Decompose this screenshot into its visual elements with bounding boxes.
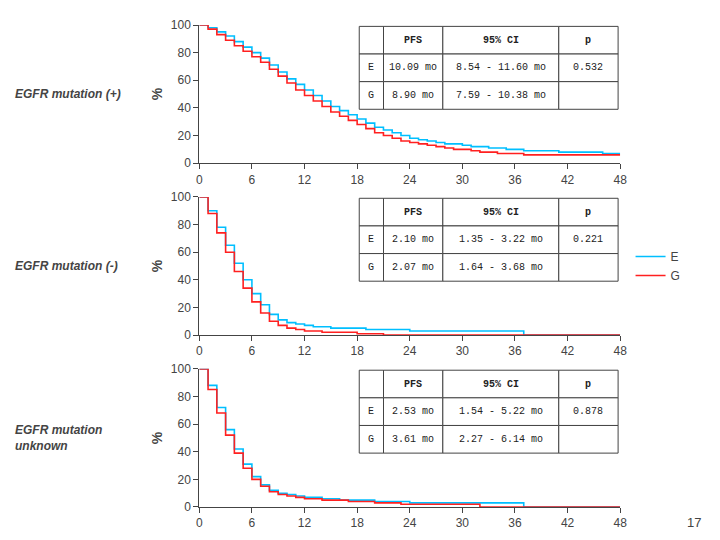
svg-text:95% CI: 95% CI: [483, 379, 519, 390]
svg-text:48: 48: [614, 173, 628, 187]
svg-text:20: 20: [178, 129, 192, 143]
svg-text:3.61 mo: 3.61 mo: [392, 434, 434, 445]
svg-text:12: 12: [298, 344, 312, 358]
svg-text:36: 36: [508, 344, 522, 358]
svg-text:17: 17: [687, 515, 701, 530]
svg-text:18: 18: [350, 173, 364, 187]
svg-text:EGFR mutation (+): EGFR mutation (+): [15, 87, 121, 101]
svg-text:G: G: [368, 262, 374, 273]
svg-text:60: 60: [178, 73, 192, 87]
svg-text:E: E: [368, 406, 374, 417]
svg-text:100: 100: [171, 190, 191, 204]
svg-text:30: 30: [456, 344, 470, 358]
svg-text:1.54 - 5.22 mo: 1.54 - 5.22 mo: [459, 406, 543, 417]
svg-text:0.532: 0.532: [573, 62, 603, 73]
svg-text:E: E: [368, 234, 374, 245]
svg-text:36: 36: [508, 173, 522, 187]
svg-text:6: 6: [249, 173, 256, 187]
svg-text:40: 40: [178, 273, 192, 287]
svg-text:30: 30: [456, 173, 470, 187]
svg-text:E: E: [671, 250, 679, 264]
svg-text:PFS: PFS: [404, 207, 422, 218]
svg-text:0.878: 0.878: [573, 406, 603, 417]
svg-text:42: 42: [561, 173, 575, 187]
svg-text:G: G: [368, 90, 374, 101]
svg-text:42: 42: [561, 344, 575, 358]
svg-text:1.35 - 3.22 mo: 1.35 - 3.22 mo: [459, 234, 543, 245]
svg-text:80: 80: [178, 218, 192, 232]
svg-text:0: 0: [184, 328, 191, 342]
svg-text:60: 60: [178, 245, 192, 259]
svg-text:%: %: [149, 87, 165, 100]
svg-text:8.54 - 11.60 mo: 8.54 - 11.60 mo: [456, 62, 546, 73]
svg-text:8.90 mo: 8.90 mo: [392, 90, 434, 101]
svg-text:80: 80: [178, 390, 192, 404]
svg-text:G: G: [368, 434, 374, 445]
svg-text:0: 0: [196, 173, 203, 187]
svg-text:0: 0: [196, 344, 203, 358]
svg-text:60: 60: [178, 417, 192, 431]
svg-text:G: G: [671, 269, 680, 283]
svg-text:12: 12: [298, 173, 312, 187]
svg-text:p: p: [585, 207, 591, 218]
svg-text:2.07 mo: 2.07 mo: [392, 262, 434, 273]
svg-text:p: p: [585, 35, 591, 46]
svg-text:2.27 - 6.14 mo: 2.27 - 6.14 mo: [459, 434, 543, 445]
svg-text:18: 18: [350, 516, 364, 530]
svg-text:36: 36: [508, 516, 522, 530]
svg-text:%: %: [149, 431, 165, 444]
svg-text:%: %: [149, 259, 165, 272]
svg-text:p: p: [585, 379, 591, 390]
svg-text:20: 20: [178, 301, 192, 315]
svg-text:24: 24: [403, 344, 417, 358]
svg-text:1.64 - 3.68 mo: 1.64 - 3.68 mo: [459, 262, 543, 273]
svg-text:18: 18: [350, 344, 364, 358]
svg-text:42: 42: [561, 516, 575, 530]
svg-text:EGFR mutation (-): EGFR mutation (-): [15, 259, 118, 273]
svg-text:30: 30: [456, 516, 470, 530]
svg-text:0: 0: [184, 156, 191, 170]
svg-text:0.221: 0.221: [573, 234, 603, 245]
svg-text:10.09 mo: 10.09 mo: [389, 62, 437, 73]
svg-text:12: 12: [298, 516, 312, 530]
svg-text:PFS: PFS: [404, 35, 422, 46]
svg-text:95% CI: 95% CI: [483, 207, 519, 218]
svg-text:100: 100: [171, 362, 191, 376]
svg-text:2.53 mo: 2.53 mo: [392, 406, 434, 417]
svg-text:95% CI: 95% CI: [483, 35, 519, 46]
svg-text:20: 20: [178, 473, 192, 487]
svg-text:100: 100: [171, 18, 191, 32]
svg-text:PFS: PFS: [404, 379, 422, 390]
svg-text:E: E: [368, 62, 374, 73]
svg-text:24: 24: [403, 516, 417, 530]
svg-text:48: 48: [614, 516, 628, 530]
svg-text:40: 40: [178, 101, 192, 115]
svg-text:24: 24: [403, 173, 417, 187]
svg-text:7.59 - 10.38 mo: 7.59 - 10.38 mo: [456, 90, 546, 101]
svg-text:EGFR mutationunknown: EGFR mutationunknown: [15, 423, 102, 453]
svg-text:6: 6: [249, 516, 256, 530]
svg-text:0: 0: [184, 500, 191, 514]
svg-text:6: 6: [249, 344, 256, 358]
svg-text:0: 0: [196, 516, 203, 530]
svg-text:40: 40: [178, 445, 192, 459]
svg-text:48: 48: [614, 344, 628, 358]
svg-text:2.10 mo: 2.10 mo: [392, 234, 434, 245]
svg-text:80: 80: [178, 46, 192, 60]
